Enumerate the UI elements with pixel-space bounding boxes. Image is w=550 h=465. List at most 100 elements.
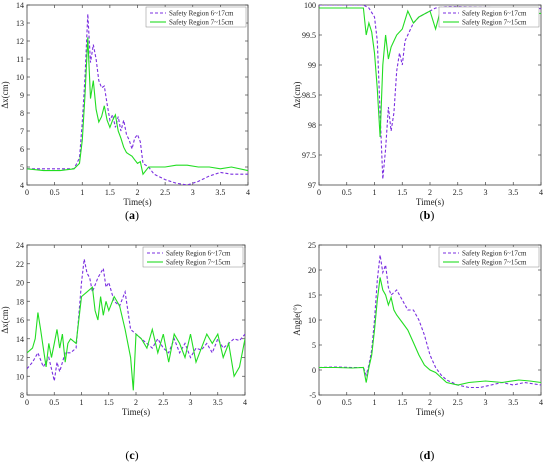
x-axis-label: Time(s) [122,407,150,417]
legend-entry: Safety Region 7~15cm [462,259,527,267]
series-group [319,5,541,180]
panel-label-open: ( [420,448,424,462]
series-line-safety-region-7-15cm [319,6,541,138]
x-tick-label: 2 [134,398,138,407]
x-tick-label: 2 [428,188,432,197]
y-tick-label: 98 [308,121,316,130]
panel-label: (a) [125,208,139,222]
plot-frame [318,4,542,186]
x-tick-label: 3 [484,188,488,197]
chart-panel-d: 0 0.5 1 1.5 2 2.5 3 3.5 4-50510152025Time(s)Angl… [292,241,543,462]
y-tick-label: 14 [16,1,24,10]
y-axis-label: Δx(cm) [0,81,10,108]
chart-panel-b: 0 0.5 1 1.5 2 2.5 3 3.5 4 97 97.5 98 98.5 99 99.5 100 Ti… [292,1,543,222]
plot-frame [26,244,246,396]
x-tick-label: 0.5 [342,398,352,407]
x-tick-label: 1.5 [397,188,407,197]
panel-label-open: ( [125,448,129,462]
y-tick-label: 12 [16,37,24,46]
plot-frame [318,244,542,396]
x-tick-label: 4 [246,188,250,197]
y-tick-label: 5 [312,341,316,350]
panel-label-letter: c [129,448,135,462]
x-tick-label: 0.5 [49,398,59,407]
panel-label-close: ) [135,448,139,462]
y-tick-label: 11 [16,55,24,64]
legend-entry: Safety Region 6~17cm [462,10,527,18]
x-tick-label: 4 [539,188,543,197]
y-tick-label: 13 [16,19,24,28]
x-tick-label: 2.5 [453,398,463,407]
x-tick-label: 2.5 [158,398,168,407]
panel-label-close: ) [430,448,434,462]
legend-entry: Safety Region 7~15cm [166,259,231,267]
x-tick-label: 0.5 [342,188,352,197]
x-tick-label: 3 [191,188,195,197]
series-line-safety-region-7-15cm [27,286,245,391]
panel-label-open: ( [420,208,424,222]
chart-panel-c: 0 0.5 1 1.5 2 2.5 3 3.5 4 8 10 12 14 16 18 20 22 24 Time(s… [0,241,247,462]
chart-panel-a: 0 0.5 1 1.5 2 2.5 3 3.5 4 4 5 6 7 8 9 10 11 12 13 14 Time(s)… [0,1,250,222]
y-axis-label: Angle(°) [292,304,302,336]
y-tick-label: 14 [16,335,24,344]
y-tick-label: 97.5 [302,151,316,160]
panel-label: (c) [125,448,138,462]
x-tick-label: 1.5 [105,188,115,197]
series-line-safety-region-6-17cm [319,254,541,389]
x-tick-label: 0.5 [50,188,60,197]
panel-label: (d) [420,448,435,462]
legend-entry: Safety Region 6~17cm [462,250,527,258]
series-line-safety-region-6-17cm [27,258,245,382]
series-group [27,13,248,185]
x-tick-label: 0 [25,398,29,407]
y-tick-label: 5 [20,163,24,172]
y-tick-label: 6 [20,145,24,154]
legend-entry: Safety Region 7~15cm [169,19,234,27]
y-tick-label: 10 [308,316,316,325]
panel-label-close: ) [430,208,434,222]
x-tick-label: 0 [25,188,29,197]
panel-label-close: ) [135,208,139,222]
x-axis-label: Time(s) [416,197,444,207]
legend-box [145,6,247,28]
x-tick-label: 2.5 [160,188,170,197]
x-tick-label: 3.5 [215,188,225,197]
y-tick-label: 22 [16,260,24,269]
x-tick-label: 1.5 [397,398,407,407]
x-tick-label: 0 [317,398,321,407]
y-tick-label: 12 [16,354,24,363]
x-tick-label: 4 [539,398,543,407]
y-tick-label: 20 [308,266,316,275]
x-tick-label: 3 [484,398,488,407]
panel-label-open: ( [125,208,129,222]
x-tick-label: 3 [189,398,193,407]
y-tick-label: 7 [20,127,24,136]
y-axis-label: Δz(cm) [292,82,302,109]
x-axis-label: Time(s) [416,407,444,417]
y-tick-label: 8 [20,109,24,118]
y-tick-label: 24 [16,241,24,250]
legend-entry: Safety Region 7~15cm [462,19,527,27]
y-tick-label: 99 [308,61,316,70]
series-line-safety-region-7-15cm [319,277,541,386]
x-tick-label: 3.5 [213,398,223,407]
y-tick-label: 99.5 [302,31,316,40]
x-tick-label: 4 [243,398,247,407]
x-tick-label: 2 [136,188,140,197]
y-tick-label: 25 [308,241,316,250]
x-tick-label: 1 [80,188,84,197]
y-tick-label: 9 [20,91,24,100]
y-tick-label: 16 [16,316,24,325]
legend-entry: Safety Region 6~17cm [169,10,234,18]
legend-box [438,246,540,268]
y-tick-label: 0 [312,366,316,375]
y-tick-label: 98.5 [302,91,316,100]
y-tick-label: -5 [309,391,316,400]
y-tick-label: 10 [16,73,24,82]
x-tick-label: 1 [373,398,377,407]
panel-label: (b) [420,208,435,222]
y-tick-label: 4 [20,181,24,190]
series-line-safety-region-6-17cm [319,5,541,180]
y-tick-label: 15 [308,291,316,300]
